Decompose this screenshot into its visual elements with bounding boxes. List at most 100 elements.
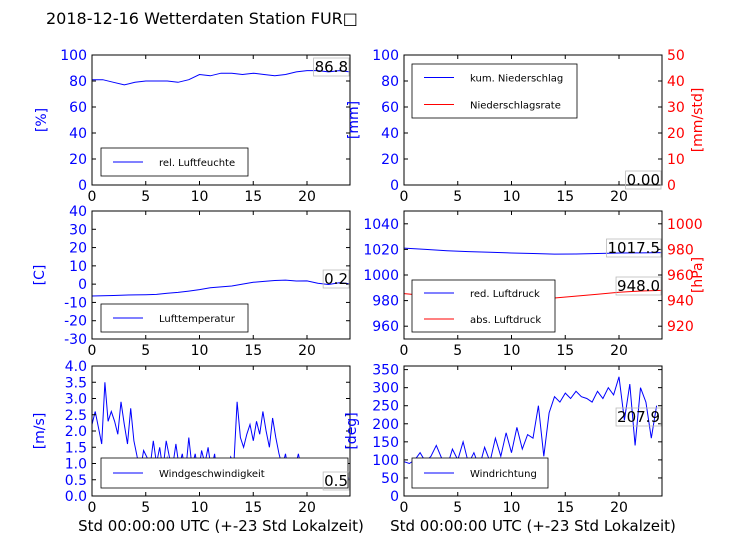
- x-tick-label: 5: [141, 343, 150, 359]
- legend-box: [411, 63, 578, 119]
- legend-label: abs. Luftdruck: [470, 315, 541, 326]
- y-tick-label: 1.0: [65, 457, 87, 473]
- y-tick-label-right: 920: [667, 319, 694, 335]
- x-tick-label: 20: [298, 189, 316, 205]
- current-value-box: [615, 407, 662, 427]
- x-tick-label: 20: [298, 343, 316, 359]
- y-tick-label: 100: [372, 48, 399, 64]
- y-tick-label-right: 10: [667, 152, 685, 168]
- y-tick-label-right: 1000: [667, 217, 703, 233]
- legend-label: rel. Luftfeuchte: [159, 158, 235, 169]
- y-tick-label: 30: [69, 222, 87, 238]
- axes-frame: [91, 54, 351, 186]
- x-tick-label: 5: [141, 500, 150, 516]
- legend-box: [411, 279, 556, 333]
- x-tick-label: 0: [88, 343, 97, 359]
- x-tick-label: 15: [244, 189, 262, 205]
- y-tick-label: 0: [390, 178, 399, 194]
- x-tick-label: 10: [191, 189, 209, 205]
- x-tick-label: 15: [244, 343, 262, 359]
- page-title: 2018-12-16 Wetterdaten Station FUR□: [46, 9, 358, 28]
- y-tick-label: -10: [64, 295, 87, 311]
- x-tick-label: 5: [453, 343, 462, 359]
- x-tick-label: 10: [191, 343, 209, 359]
- x-tick-label: 0: [88, 189, 97, 205]
- y-tick-label: -30: [64, 332, 87, 348]
- legend-box: [100, 303, 249, 333]
- y-tick-label: 1040: [363, 217, 399, 233]
- axes-frame: [403, 365, 663, 497]
- y-tick-label: 20: [69, 152, 87, 168]
- y-tick-label: 40: [69, 126, 87, 142]
- x-tick-label: 10: [503, 343, 521, 359]
- y-tick-label: 3.5: [65, 375, 87, 391]
- y-tick-label: 2.0: [65, 424, 87, 440]
- legend-label: Windrichtung: [470, 469, 537, 480]
- current-value-label: 86.8: [315, 58, 348, 76]
- panel-temperature: 0 5 10 15 20 -30 -20 -10 0 10 20 30 40 [C] Lufttempera…: [32, 204, 351, 359]
- x-tick-label: 15: [556, 189, 574, 205]
- legend-label: Niederschlagsrate: [470, 101, 561, 112]
- y-tick-label: 100: [372, 453, 399, 469]
- y-tick-label: 0: [390, 489, 399, 505]
- x-tick-label: 15: [556, 343, 574, 359]
- x-tick-label: 20: [610, 189, 628, 205]
- legend-label: Windgeschwindigkeit: [159, 469, 265, 480]
- current-value-label: 0.2: [324, 270, 348, 288]
- y-tick-label-right: 40: [667, 74, 685, 90]
- current-value-label: 948.0: [617, 277, 660, 295]
- x-tick-label: 0: [88, 500, 97, 516]
- y-tick-label-right: 20: [667, 126, 685, 142]
- y-tick-label-right: 30: [667, 100, 685, 116]
- x-tick-label: 0: [400, 189, 409, 205]
- y-tick-label: -20: [64, 314, 87, 330]
- current-value-box: [322, 471, 350, 491]
- series-line-humidity-0: [92, 70, 351, 86]
- y-tick-label: 150: [372, 435, 399, 451]
- y-tick-label: 2.5: [65, 408, 87, 424]
- current-value-label: 0.00: [627, 171, 660, 189]
- current-value-box: [313, 57, 350, 77]
- y-tick-label: 4.0: [65, 359, 87, 375]
- x-tick-label: 20: [610, 343, 628, 359]
- current-value-box: [322, 269, 350, 289]
- x-tick-label: 5: [141, 189, 150, 205]
- axes-frame: [91, 210, 351, 340]
- y-tick-label: 1.5: [65, 440, 87, 456]
- y-axis-label: [C]: [32, 265, 48, 286]
- y-tick-label: 20: [381, 152, 399, 168]
- x-tick-label: 0: [400, 343, 409, 359]
- y-tick-label: 60: [381, 100, 399, 116]
- legend-label: kum. Niederschlag: [470, 74, 563, 85]
- y-tick-label: 60: [69, 100, 87, 116]
- y-tick-label: 40: [69, 204, 87, 220]
- y-tick-label: 200: [372, 417, 399, 433]
- y-tick-label: 0: [78, 178, 87, 194]
- y-tick-label: 350: [372, 363, 399, 379]
- y-tick-label-right: 980: [667, 242, 694, 258]
- y-axis-label: [deg]: [344, 412, 360, 449]
- x-tick-label: 20: [298, 500, 316, 516]
- y-axis-label: [mm]: [346, 101, 362, 139]
- y-tick-label: 0.5: [65, 473, 87, 489]
- x-tick-label: 0: [400, 500, 409, 516]
- y-axis-label: [%]: [34, 108, 50, 132]
- y-tick-label-right: 50: [667, 48, 685, 64]
- x-axis-label: Std 00:00:00 UTC (+-23 Std Lokalzeit): [78, 517, 364, 535]
- legend-label: Lufttemperatur: [159, 314, 236, 325]
- y-tick-label: 10: [69, 259, 87, 275]
- series-line-pressure-0: [403, 247, 663, 255]
- legend-label: red. Luftdruck: [470, 289, 540, 300]
- y-tick-label-right: 0: [667, 178, 676, 194]
- panel-humidity: 0 5 10 15 20 0 20 40 60 80 100 [%] rel. Luftfeuchte 8…: [34, 48, 351, 205]
- current-value-box: [606, 238, 662, 258]
- panel-wind_speed: 0 5 10 15 200.00.51.01.52.02.53.03.54.0[m/s]…: [32, 359, 364, 535]
- y-axis-label-right: [mm/std]: [690, 88, 706, 153]
- x-tick-label: 10: [191, 500, 209, 516]
- y-tick-label-right: 940: [667, 294, 694, 310]
- y-tick-label: 1020: [363, 242, 399, 258]
- y-tick-label: 0: [78, 277, 87, 293]
- y-tick-label: 50: [381, 471, 399, 487]
- panel-precip: 0 5 10 15 20 0 20 40 60 80 100 0 10 20 30 40 50 [mm] [mm/s…: [346, 48, 706, 205]
